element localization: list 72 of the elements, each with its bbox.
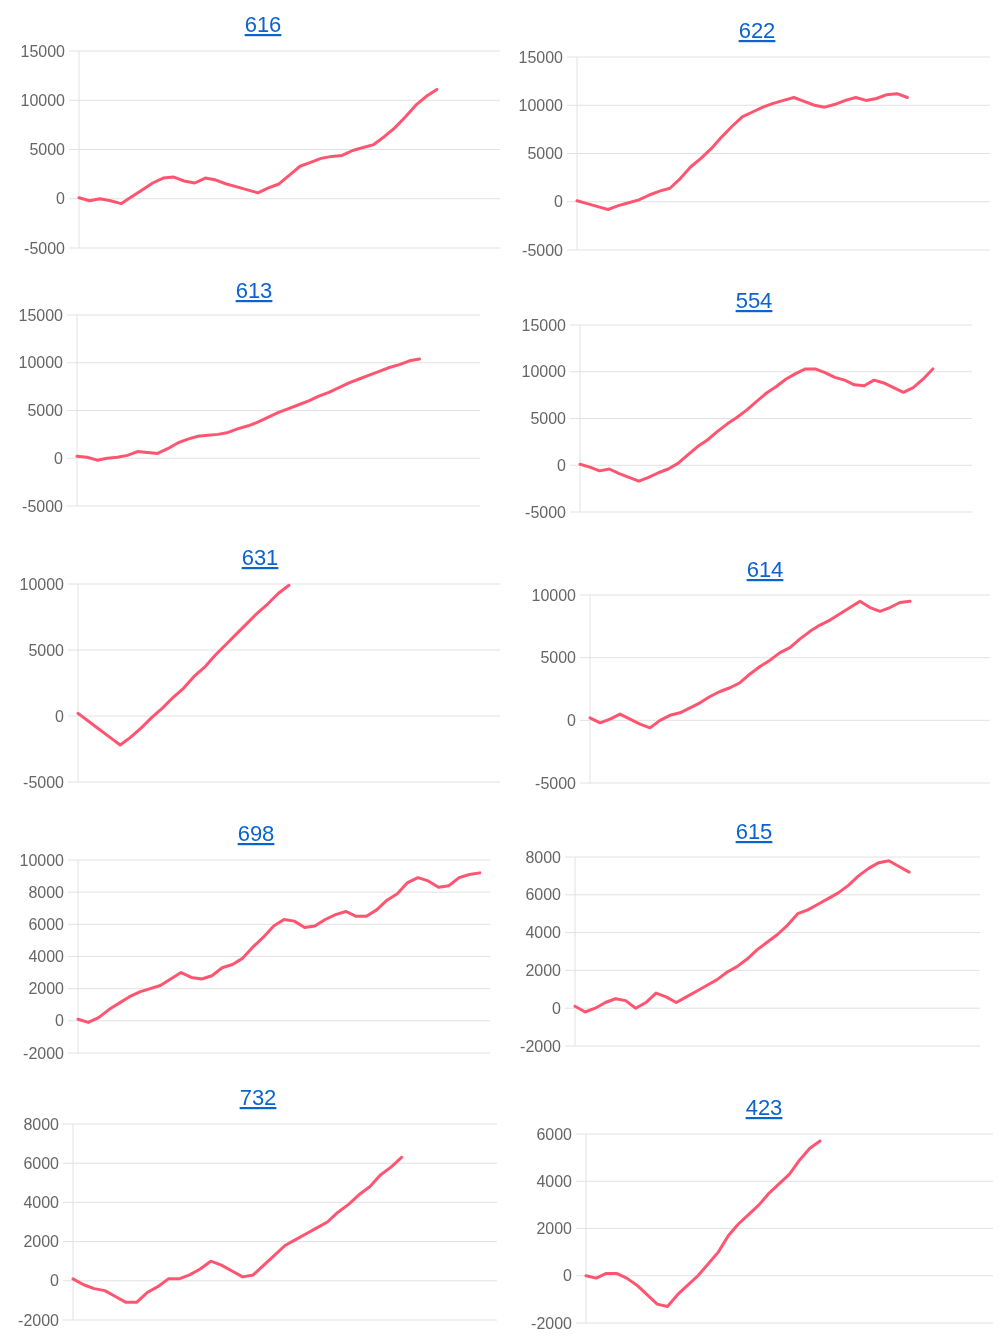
y-tick-label: 6000: [536, 1125, 573, 1143]
chart-title: 615: [735, 819, 773, 844]
line-series: [578, 367, 935, 483]
y-tick-label: 5000: [29, 141, 66, 159]
y-tick-label: 15000: [18, 306, 64, 324]
y-tick-label: -2000: [520, 1037, 562, 1055]
y-tick-label: 0: [552, 999, 562, 1017]
y-tick-label: 0: [55, 707, 65, 725]
chart-title: 613: [235, 278, 273, 303]
chart-title: 622: [738, 18, 776, 43]
chart-title: 614: [746, 557, 784, 582]
y-tick-label: 0: [56, 190, 66, 208]
y-tick-label: 8000: [23, 1115, 60, 1133]
line-series: [77, 87, 439, 206]
y-tick-label: 4000: [536, 1172, 573, 1190]
line-series: [588, 599, 912, 730]
line-series: [584, 1139, 822, 1308]
y-tick-label: 0: [54, 449, 64, 467]
y-tick-label: 10000: [19, 575, 65, 593]
y-tick-label: 2000: [23, 1233, 60, 1251]
chart-title: 616: [244, 12, 282, 37]
y-tick-label: 0: [50, 1272, 60, 1290]
y-tick-label: 5000: [530, 410, 567, 428]
y-tick-label: 15000: [20, 42, 66, 60]
y-tick-label: 10000: [531, 586, 577, 604]
chart-title: 698: [237, 821, 275, 846]
y-tick-label: 10000: [521, 363, 567, 381]
line-series: [573, 859, 911, 1014]
y-tick-label: -5000: [22, 497, 64, 515]
chart-title: 631: [241, 545, 279, 570]
y-tick-label: 2000: [536, 1220, 573, 1238]
y-tick-label: 0: [55, 1012, 65, 1030]
y-tick-label: 4000: [525, 924, 562, 942]
y-tick-label: 0: [563, 1267, 573, 1285]
line-series: [575, 92, 909, 211]
y-tick-label: -5000: [23, 773, 65, 791]
y-tick-label: -5000: [522, 241, 564, 259]
y-tick-label: 0: [557, 456, 567, 474]
chart-title: 732: [239, 1085, 277, 1110]
y-tick-label: -5000: [535, 774, 577, 792]
y-tick-label: 4000: [28, 948, 65, 966]
y-tick-label: 10000: [20, 91, 66, 109]
y-tick-label: 15000: [521, 316, 567, 334]
y-tick-label: 5000: [28, 641, 65, 659]
y-tick-label: 10000: [19, 851, 65, 869]
y-tick-label: 10000: [18, 354, 64, 372]
y-tick-label: 2000: [525, 962, 562, 979]
y-tick-label: 6000: [23, 1154, 60, 1172]
y-tick-label: 4000: [23, 1194, 60, 1211]
y-tick-label: 0: [567, 711, 577, 729]
y-tick-label: 10000: [518, 96, 564, 114]
y-tick-label: 8000: [525, 848, 562, 866]
line-series: [76, 871, 482, 1024]
line-series: [75, 357, 422, 462]
y-tick-label: 5000: [527, 145, 564, 163]
y-tick-label: 5000: [540, 649, 577, 667]
y-tick-label: -5000: [24, 239, 66, 257]
y-tick-label: 5000: [27, 402, 64, 420]
y-tick-label: 8000: [28, 883, 65, 901]
y-tick-label: 2000: [28, 980, 65, 998]
line-series: [76, 583, 291, 747]
y-tick-label: 6000: [28, 915, 65, 933]
chart-title: 554: [735, 288, 773, 313]
y-tick-label: 15000: [518, 48, 564, 66]
y-tick-label: -2000: [18, 1311, 60, 1329]
line-series: [71, 1155, 404, 1304]
y-tick-label: 0: [554, 193, 564, 211]
y-tick-label: -2000: [531, 1314, 573, 1332]
y-tick-label: -5000: [525, 503, 567, 521]
y-tick-label: 6000: [525, 886, 562, 904]
chart-title: 423: [745, 1095, 783, 1120]
y-tick-label: -2000: [23, 1044, 65, 1062]
